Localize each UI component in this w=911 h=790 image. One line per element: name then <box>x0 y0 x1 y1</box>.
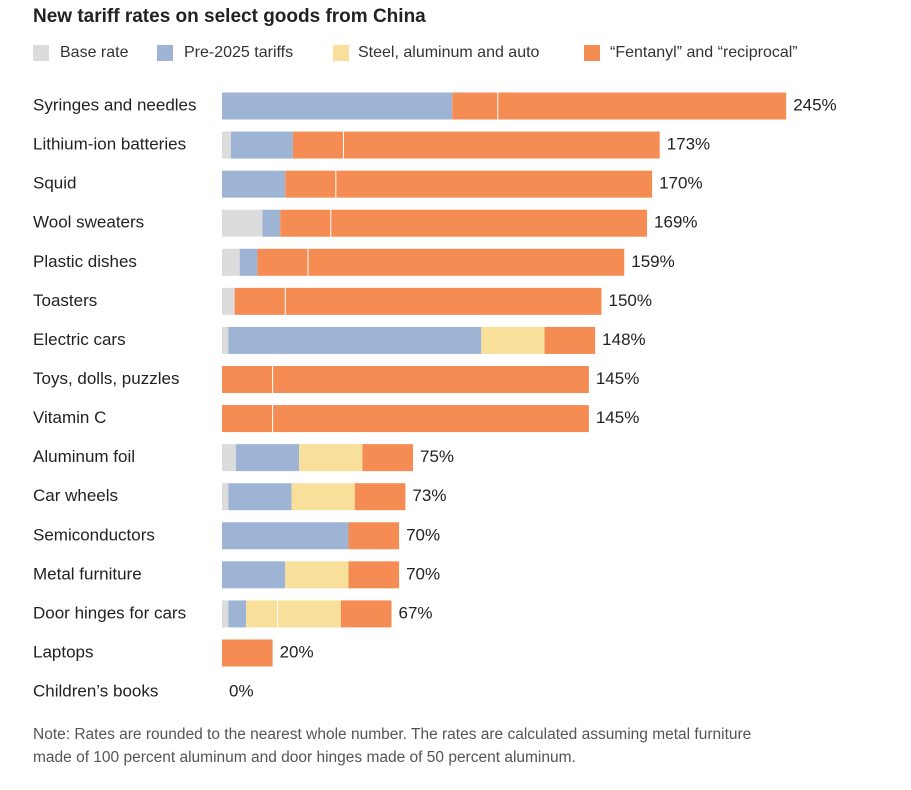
total-label: 70% <box>406 564 440 583</box>
bar-segment <box>291 483 355 511</box>
bar-segment <box>348 561 400 589</box>
bar-segment <box>222 600 229 628</box>
total-label: 150% <box>609 291 652 310</box>
total-label: 67% <box>399 603 433 622</box>
bar-segment <box>222 405 273 433</box>
total-label: 148% <box>602 330 645 349</box>
bar-segment <box>222 639 273 667</box>
bar-segment <box>354 483 406 511</box>
legend-label: Base rate <box>60 44 129 61</box>
category-label: Toys, dolls, puzzles <box>33 369 179 388</box>
bar-segment <box>222 483 229 511</box>
bar-segment <box>235 444 300 472</box>
category-label: Electric cars <box>33 330 126 349</box>
bar-segment <box>222 365 273 393</box>
category-label: Wool sweaters <box>33 213 144 232</box>
bar-segment <box>222 131 231 159</box>
category-label: Lithium-ion batteries <box>33 135 186 154</box>
bar-segment <box>285 170 336 198</box>
bar-segment <box>257 248 309 276</box>
bar-segment <box>222 170 286 198</box>
legend-swatch <box>333 45 349 61</box>
bar-segment <box>228 600 247 628</box>
category-label: Laptops <box>33 642 94 661</box>
bar-segment <box>335 170 653 198</box>
category-label: Vitamin C <box>33 408 106 427</box>
bar-segment <box>222 522 349 550</box>
bar-segment <box>272 365 589 393</box>
category-label: Aluminum foil <box>33 447 135 466</box>
legend-swatch <box>33 45 49 61</box>
note: Note: Rates are rounded to the nearest w… <box>33 726 751 743</box>
legend-label: “Fentanyl” and “reciprocal” <box>610 44 798 61</box>
bar-segment <box>343 131 660 159</box>
bar-segment <box>222 92 453 120</box>
bar-segment <box>222 209 263 237</box>
total-label: 245% <box>793 95 836 114</box>
bar-segment <box>348 522 400 550</box>
legend-swatch <box>584 45 600 61</box>
bar-segment <box>234 287 286 315</box>
bar-segment <box>222 287 235 315</box>
bar-segment <box>230 131 293 159</box>
bar-segment <box>228 326 482 354</box>
bar-segment <box>222 444 236 472</box>
category-label: Door hinges for cars <box>33 603 186 622</box>
bar-segment <box>280 209 331 237</box>
total-label: 145% <box>596 369 639 388</box>
bar-segment <box>362 444 414 472</box>
category-label: Squid <box>33 174 76 193</box>
bar-segment <box>340 600 392 628</box>
bar-segment <box>330 209 648 237</box>
bar-segment <box>452 92 498 120</box>
legend-label: Pre-2025 tariffs <box>184 44 293 61</box>
bar-segment <box>544 326 596 354</box>
category-label: Toasters <box>33 291 97 310</box>
total-label: 169% <box>654 213 697 232</box>
total-label: 20% <box>280 642 314 661</box>
total-label: 75% <box>420 447 454 466</box>
bar-segment <box>277 600 341 628</box>
bar-segment <box>299 444 363 472</box>
total-label: 173% <box>667 135 710 154</box>
bar-segment <box>246 600 278 628</box>
category-label: Syringes and needles <box>33 95 197 114</box>
bar-segment <box>497 92 787 120</box>
total-label: 170% <box>659 174 702 193</box>
bar-segment <box>228 483 292 511</box>
bar-segment <box>292 131 344 159</box>
bar-segment <box>481 326 545 354</box>
total-label: 145% <box>596 408 639 427</box>
category-label: Semiconductors <box>33 525 155 544</box>
bar-segment <box>222 248 240 276</box>
category-label: Children’s books <box>33 682 158 701</box>
total-label: 73% <box>412 486 446 505</box>
bar-segment <box>308 248 625 276</box>
total-label: 70% <box>406 525 440 544</box>
bar-segment <box>262 209 281 237</box>
note: made of 100 percent aluminum and door hi… <box>33 749 576 766</box>
bar-segment <box>239 248 258 276</box>
category-label: Car wheels <box>33 486 118 505</box>
bar-segment <box>285 287 602 315</box>
chart-title: New tariff rates on select goods from Ch… <box>33 6 426 27</box>
bar-segment <box>285 561 349 589</box>
total-label: 0% <box>229 682 254 701</box>
legend-swatch <box>157 45 173 61</box>
bar-segment <box>222 561 286 589</box>
category-label: Plastic dishes <box>33 252 137 271</box>
bar-segment <box>222 326 229 354</box>
category-label: Metal furniture <box>33 564 142 583</box>
bar-segment <box>272 405 589 433</box>
total-label: 159% <box>631 252 674 271</box>
legend-label: Steel, aluminum and auto <box>358 44 540 61</box>
